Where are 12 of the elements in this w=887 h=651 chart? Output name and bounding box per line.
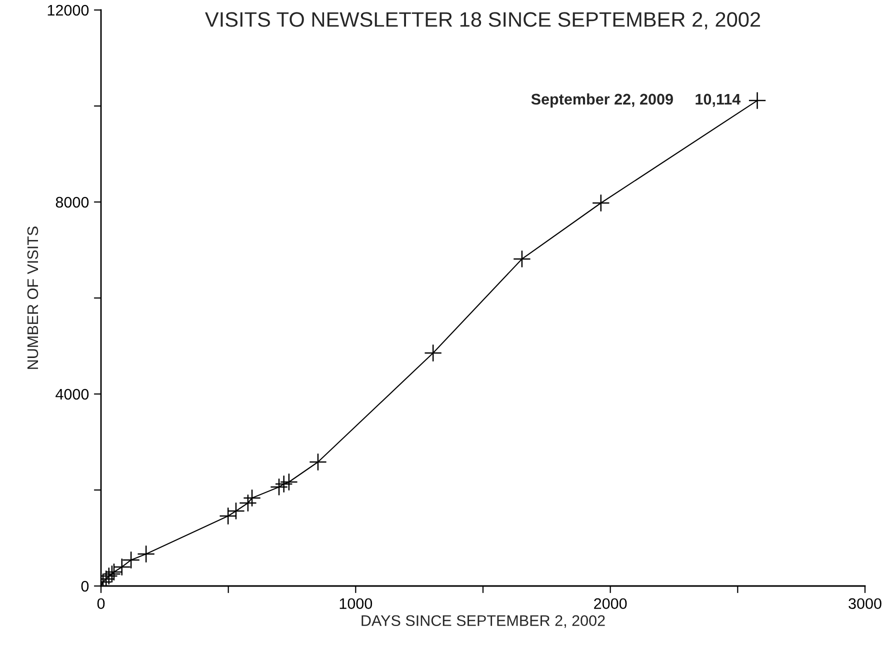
- x-tick-label: 0: [97, 598, 105, 610]
- y-axis-title: NUMBER OF VISITS: [27, 226, 38, 369]
- x-tick-label: 3000: [848, 598, 882, 610]
- x-axis-title: DAYS SINCE SEPTEMBER 2, 2002: [362, 615, 605, 628]
- annotation: September 22, 2009 10,114: [531, 93, 741, 108]
- y-tick-label: 0: [81, 580, 89, 592]
- chart-title: VISITS TO NEWSLETTER 18 SINCE SEPTEMBER 2, 2002: [205, 12, 760, 30]
- y-tick-label: 8000: [56, 196, 89, 208]
- x-tick-label: 1000: [340, 598, 372, 610]
- x-tick-label: 2000: [594, 598, 627, 610]
- y-tick-label: 12000: [48, 4, 89, 16]
- y-tick-label: 4000: [56, 388, 89, 400]
